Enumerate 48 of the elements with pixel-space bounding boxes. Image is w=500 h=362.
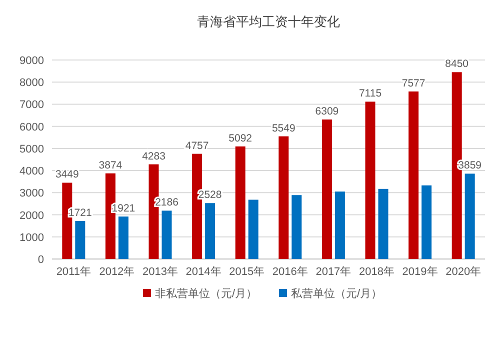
data-label: 4283 xyxy=(142,150,166,162)
legend-label: 非私营单位（元/月） xyxy=(155,287,258,300)
bar xyxy=(365,102,376,259)
y-tick-label: 3000 xyxy=(20,188,44,200)
x-tick-label: 2018年 xyxy=(359,266,394,278)
y-tick-label: 5000 xyxy=(20,143,44,156)
x-tick-label: 2013年 xyxy=(142,266,178,278)
data-label: 8450 xyxy=(445,58,469,70)
data-label: 5092 xyxy=(228,132,252,144)
chart-title: 青海省平均工资十年变化 xyxy=(197,14,340,29)
y-tick-label: 8000 xyxy=(20,77,44,90)
y-tick-label: 9000 xyxy=(20,55,44,67)
x-tick-label: 2012年 xyxy=(99,266,135,278)
x-tick-label: 2016年 xyxy=(272,266,308,278)
bar xyxy=(422,185,432,259)
y-tick-label: 4000 xyxy=(20,166,44,178)
y-tick-label: 1000 xyxy=(20,232,44,244)
y-tick-label: 2000 xyxy=(20,210,44,222)
legend-label: 私营单位（元/月） xyxy=(291,287,382,300)
bar xyxy=(322,120,332,259)
bar xyxy=(118,216,128,259)
data-label: 7577 xyxy=(402,77,426,90)
data-label: 7115 xyxy=(358,88,382,100)
y-tick-label: 0 xyxy=(38,254,44,266)
bar xyxy=(292,195,302,259)
bar xyxy=(334,192,345,259)
bar xyxy=(205,203,216,259)
data-label: 6309 xyxy=(315,106,339,118)
bar xyxy=(464,174,475,259)
bar xyxy=(162,210,172,259)
data-label: 3874 xyxy=(98,159,122,172)
bar xyxy=(248,200,258,259)
data-label: 3449 xyxy=(55,168,79,181)
x-tick-label: 2014年 xyxy=(186,266,222,278)
x-tick-label: 2015年 xyxy=(229,266,265,278)
x-tick-label: 2020年 xyxy=(446,266,482,278)
data-label: 4757 xyxy=(185,140,209,152)
y-tick-label: 6000 xyxy=(20,121,44,134)
bar xyxy=(408,91,419,259)
bar xyxy=(378,188,388,259)
bar xyxy=(235,146,246,259)
x-tick-label: 2019年 xyxy=(402,266,438,278)
bar xyxy=(278,136,289,259)
x-tick-label: 2011年 xyxy=(56,266,91,278)
x-tick-label: 2017年 xyxy=(316,266,352,278)
y-tick-label: 7000 xyxy=(20,99,44,112)
data-label: 5549 xyxy=(272,122,296,134)
bar xyxy=(75,220,86,259)
